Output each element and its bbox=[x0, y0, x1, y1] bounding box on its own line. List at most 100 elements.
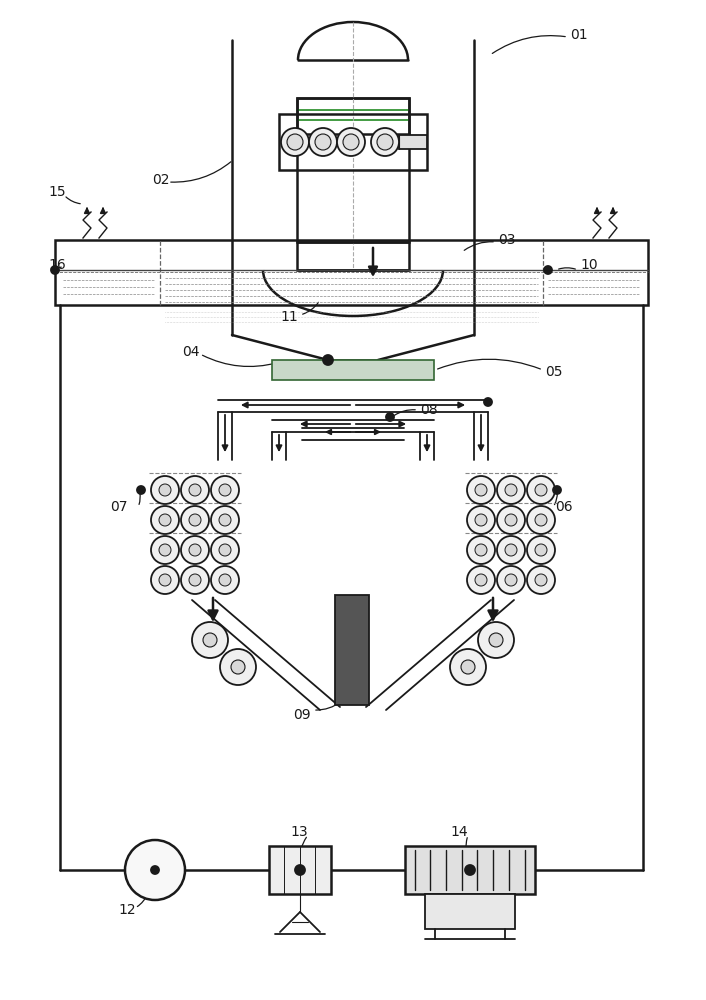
Circle shape bbox=[527, 476, 555, 504]
Circle shape bbox=[51, 266, 59, 274]
Text: 13: 13 bbox=[290, 825, 308, 839]
Circle shape bbox=[527, 506, 555, 534]
Circle shape bbox=[192, 622, 228, 658]
Circle shape bbox=[203, 633, 217, 647]
Circle shape bbox=[151, 506, 179, 534]
Circle shape bbox=[219, 544, 231, 556]
Text: 01: 01 bbox=[570, 28, 587, 42]
Circle shape bbox=[181, 566, 209, 594]
Circle shape bbox=[489, 633, 503, 647]
Bar bbox=[399, 135, 427, 149]
Circle shape bbox=[535, 574, 547, 586]
Text: 10: 10 bbox=[580, 258, 597, 272]
Bar bbox=[425, 894, 515, 929]
Circle shape bbox=[497, 566, 525, 594]
Circle shape bbox=[281, 128, 309, 156]
Circle shape bbox=[219, 484, 231, 496]
Circle shape bbox=[461, 660, 475, 674]
Circle shape bbox=[535, 484, 547, 496]
Circle shape bbox=[497, 476, 525, 504]
Circle shape bbox=[544, 266, 552, 274]
Circle shape bbox=[475, 484, 487, 496]
Circle shape bbox=[189, 514, 201, 526]
Circle shape bbox=[159, 574, 171, 586]
Text: 04: 04 bbox=[182, 345, 200, 359]
Circle shape bbox=[159, 544, 171, 556]
Text: 09: 09 bbox=[293, 708, 311, 722]
Circle shape bbox=[505, 484, 517, 496]
Circle shape bbox=[535, 544, 547, 556]
Bar bbox=[297, 98, 409, 134]
Circle shape bbox=[181, 506, 209, 534]
Circle shape bbox=[505, 544, 517, 556]
Bar bbox=[297, 98, 409, 242]
Text: 14: 14 bbox=[450, 825, 467, 839]
Text: 06: 06 bbox=[555, 500, 573, 514]
Circle shape bbox=[467, 536, 495, 564]
Circle shape bbox=[484, 398, 492, 406]
Circle shape bbox=[343, 134, 359, 150]
Text: 11: 11 bbox=[280, 310, 298, 324]
Circle shape bbox=[527, 566, 555, 594]
Circle shape bbox=[189, 484, 201, 496]
Circle shape bbox=[159, 514, 171, 526]
Circle shape bbox=[527, 536, 555, 564]
Circle shape bbox=[151, 866, 159, 874]
Text: 12: 12 bbox=[118, 903, 136, 917]
Circle shape bbox=[475, 574, 487, 586]
Text: 16: 16 bbox=[48, 258, 66, 272]
Circle shape bbox=[497, 506, 525, 534]
Circle shape bbox=[467, 566, 495, 594]
Circle shape bbox=[315, 134, 331, 150]
Circle shape bbox=[505, 574, 517, 586]
Circle shape bbox=[287, 134, 303, 150]
Bar bbox=[405, 846, 535, 894]
Circle shape bbox=[181, 536, 209, 564]
Circle shape bbox=[478, 622, 514, 658]
Bar bbox=[272, 360, 434, 380]
Circle shape bbox=[475, 544, 487, 556]
Circle shape bbox=[159, 484, 171, 496]
Circle shape bbox=[450, 649, 486, 685]
Bar bbox=[279, 114, 427, 170]
Text: 07: 07 bbox=[110, 500, 128, 514]
Circle shape bbox=[219, 514, 231, 526]
Circle shape bbox=[467, 506, 495, 534]
Circle shape bbox=[386, 413, 394, 421]
Circle shape bbox=[497, 536, 525, 564]
Text: 05: 05 bbox=[545, 365, 563, 379]
Circle shape bbox=[337, 128, 365, 156]
Circle shape bbox=[553, 486, 561, 494]
Circle shape bbox=[377, 134, 393, 150]
Circle shape bbox=[189, 574, 201, 586]
Text: 02: 02 bbox=[152, 173, 169, 187]
Circle shape bbox=[295, 865, 305, 875]
Circle shape bbox=[475, 514, 487, 526]
Circle shape bbox=[371, 128, 399, 156]
Text: 15: 15 bbox=[48, 185, 66, 199]
Circle shape bbox=[505, 514, 517, 526]
Circle shape bbox=[181, 476, 209, 504]
Circle shape bbox=[125, 840, 185, 900]
Circle shape bbox=[211, 536, 239, 564]
Circle shape bbox=[323, 355, 333, 365]
Text: 08: 08 bbox=[420, 403, 438, 417]
Circle shape bbox=[211, 566, 239, 594]
Circle shape bbox=[219, 574, 231, 586]
Circle shape bbox=[309, 128, 337, 156]
Circle shape bbox=[467, 476, 495, 504]
Circle shape bbox=[151, 536, 179, 564]
Circle shape bbox=[231, 660, 245, 674]
Circle shape bbox=[535, 514, 547, 526]
Circle shape bbox=[465, 865, 475, 875]
Circle shape bbox=[137, 486, 145, 494]
Bar bbox=[297, 242, 409, 270]
Circle shape bbox=[189, 544, 201, 556]
Circle shape bbox=[211, 476, 239, 504]
Text: 03: 03 bbox=[498, 233, 515, 247]
Circle shape bbox=[211, 506, 239, 534]
Bar bbox=[335, 595, 369, 705]
Circle shape bbox=[151, 476, 179, 504]
Circle shape bbox=[151, 566, 179, 594]
Bar bbox=[55, 240, 648, 305]
